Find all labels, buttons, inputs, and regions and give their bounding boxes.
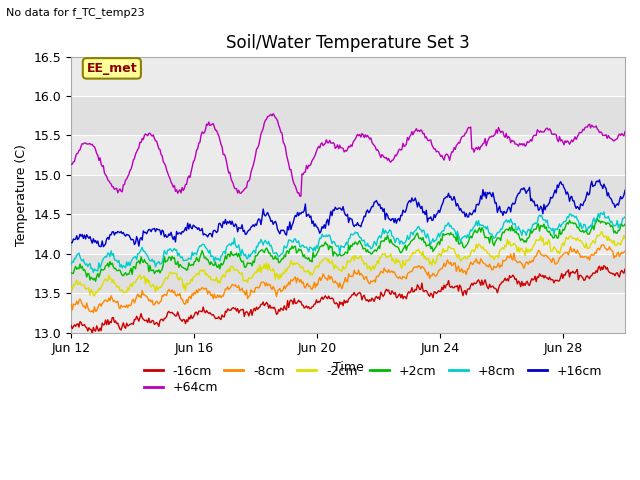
X-axis label: Time: Time bbox=[333, 361, 364, 374]
Bar bbox=[71, 175, 625, 215]
Bar bbox=[71, 96, 625, 135]
Title: Soil/Water Temperature Set 3: Soil/Water Temperature Set 3 bbox=[226, 34, 470, 52]
Legend: +64cm: +64cm bbox=[144, 381, 218, 394]
Bar bbox=[71, 254, 625, 293]
Text: EE_met: EE_met bbox=[86, 62, 137, 75]
Y-axis label: Temperature (C): Temperature (C) bbox=[15, 144, 28, 246]
Text: No data for f_TC_temp23: No data for f_TC_temp23 bbox=[6, 7, 145, 18]
